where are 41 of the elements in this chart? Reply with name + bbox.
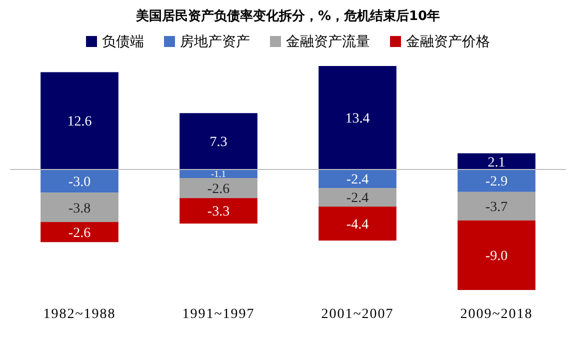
data-label: 2.1 (488, 155, 506, 170)
x-tick-label: 1982~1988 (43, 307, 116, 322)
bar (180, 198, 258, 224)
data-label: -3.0 (68, 174, 91, 190)
data-label: -2.6 (68, 226, 91, 241)
data-label: -2.4 (346, 172, 369, 188)
data-label: -3.7 (485, 200, 508, 216)
x-tick-label: 2001~2007 (321, 307, 394, 322)
x-tick-label: 1991~1997 (182, 307, 255, 322)
bar (318, 170, 396, 188)
data-label: 7.3 (210, 135, 228, 150)
bar (318, 66, 396, 170)
bar (40, 222, 118, 242)
data-label: -1.1 (210, 170, 226, 180)
data-label: -3.8 (68, 201, 91, 216)
bar (458, 220, 536, 290)
bar (180, 113, 258, 170)
data-label: -2.6 (207, 182, 230, 197)
bar (318, 206, 396, 241)
bar (458, 170, 536, 192)
bar (180, 170, 258, 178)
bar (458, 153, 536, 170)
legend-label: 金融资产价格 (406, 34, 490, 50)
legend-label: 房地产资产 (180, 34, 250, 50)
bar (318, 188, 396, 207)
data-label: -3.3 (207, 204, 230, 220)
data-label: 12.6 (67, 114, 92, 130)
legend-label: 金融资产流量 (286, 34, 370, 50)
data-label: -4.4 (346, 217, 369, 232)
x-tick-label: 2009~2018 (460, 307, 533, 322)
bar (180, 178, 258, 198)
data-label: 13.4 (345, 112, 370, 127)
legend-label: 负债端 (102, 34, 144, 50)
bar (40, 170, 118, 193)
bar (458, 192, 536, 220)
data-label: -9.0 (485, 249, 508, 264)
bar (40, 192, 118, 222)
data-label: -2.4 (346, 191, 369, 206)
bar (40, 72, 118, 170)
chart-title: 美国居民资产负债率变化拆分，%，危机结束后10年 (134, 8, 440, 24)
data-label: -2.9 (485, 174, 508, 190)
